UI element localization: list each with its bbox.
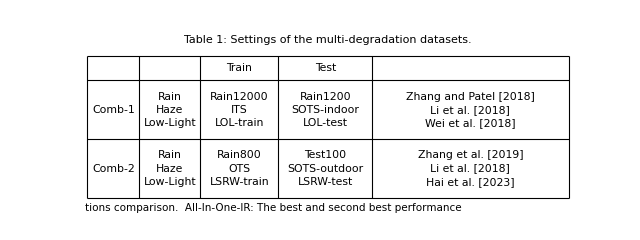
Text: Comb-1: Comb-1 (92, 105, 135, 115)
Text: Rain1200
SOTS-indoor
LOL-test: Rain1200 SOTS-indoor LOL-test (291, 92, 359, 128)
Text: Zhang and Patel [2018]
Li et al. [2018]
Wei et al. [2018]: Zhang and Patel [2018] Li et al. [2018] … (406, 92, 535, 128)
Text: Rain
Haze
Low-Light: Rain Haze Low-Light (143, 150, 196, 187)
Text: Train: Train (227, 63, 252, 73)
Text: Zhang et al. [2019]
Li et al. [2018]
Hai et al. [2023]: Zhang et al. [2019] Li et al. [2018] Hai… (417, 150, 524, 187)
Text: Comb-2: Comb-2 (92, 163, 135, 174)
Text: Rain
Haze
Low-Light: Rain Haze Low-Light (143, 92, 196, 128)
Text: Test: Test (315, 63, 336, 73)
Text: Test100
SOTS-outdoor
LSRW-test: Test100 SOTS-outdoor LSRW-test (287, 150, 364, 187)
Text: Rain12000
ITS
LOL-train: Rain12000 ITS LOL-train (210, 92, 269, 128)
Text: Rain800
OTS
LSRW-train: Rain800 OTS LSRW-train (209, 150, 269, 187)
Text: tions comparison.  All-In-One-IR: The best and second best performance: tions comparison. All-In-One-IR: The bes… (85, 203, 461, 213)
Text: Table 1: Settings of the multi-degradation datasets.: Table 1: Settings of the multi-degradati… (184, 35, 472, 45)
